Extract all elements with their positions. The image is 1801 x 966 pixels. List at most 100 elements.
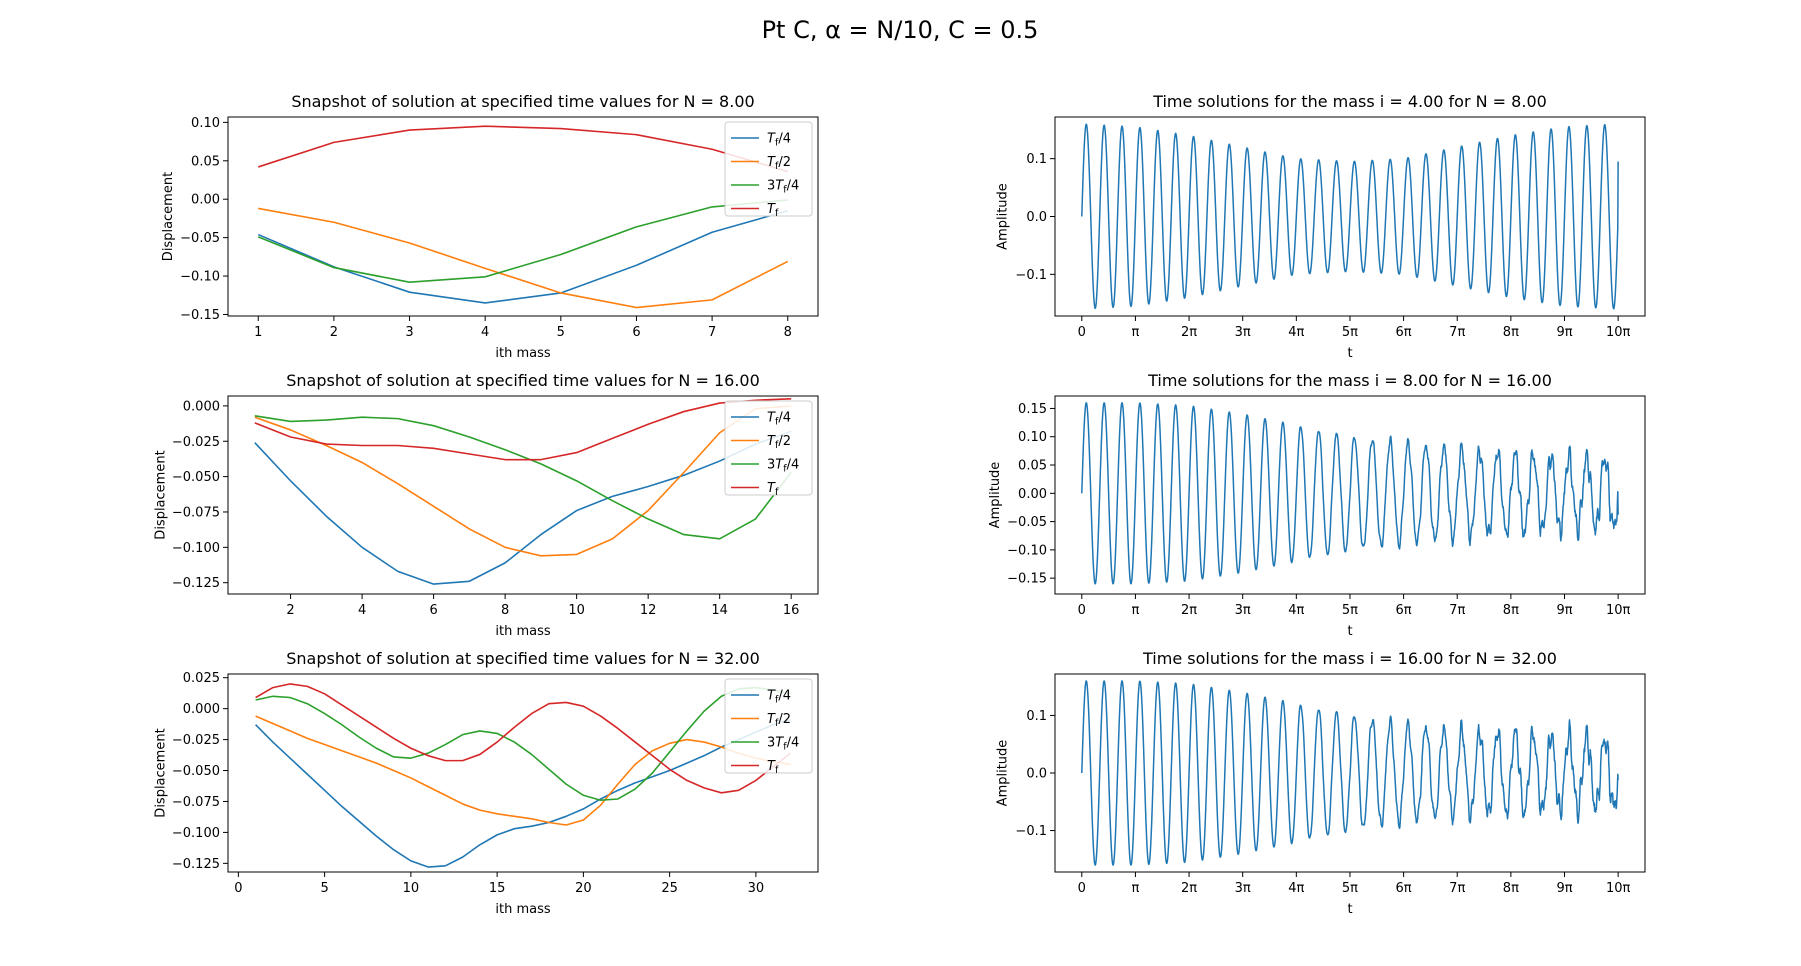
y-tick-label: 0.1 — [1026, 709, 1047, 724]
chart-2: Time solutions for the mass i = 4.00 for… — [996, 92, 1646, 361]
legend-entry-label: Tf — [767, 759, 779, 776]
chart-title: Time solutions for the mass i = 4.00 for… — [1152, 92, 1547, 111]
x-tick-label: 25 — [661, 881, 678, 896]
x-tick-label: 8π — [1503, 603, 1519, 618]
x-tick-label: 10 — [568, 603, 585, 618]
x-tick-label: 2π — [1181, 603, 1197, 618]
plot-frame — [1054, 395, 1646, 595]
legend-entry-label: Tf/2 — [767, 434, 791, 451]
y-tick-label: −0.05 — [1007, 515, 1047, 530]
chart-6: Time solutions for the mass i = 16.00 fo… — [996, 649, 1646, 917]
legend-box — [724, 400, 813, 496]
series-line-tf-4 — [257, 209, 788, 304]
chart-1: Snapshot of solution at specified time v… — [161, 92, 819, 361]
x-tick-label: 5 — [320, 881, 328, 896]
legend-entry-label: Tf/2 — [767, 712, 791, 729]
x-tick-label: 2π — [1181, 881, 1197, 896]
y-axis-label: Displacement — [153, 450, 168, 539]
x-tick-label: 7 — [708, 325, 716, 340]
x-axis-label: ith mass — [495, 346, 550, 361]
series-line-tf- — [255, 683, 791, 794]
chart-3: Snapshot of solution at specified time v… — [153, 371, 819, 639]
x-tick-label: 8 — [501, 603, 509, 618]
series-line-tf-2 — [254, 405, 792, 557]
y-axis-label: Amplitude — [988, 462, 1003, 529]
x-axis-label: ith mass — [495, 624, 550, 639]
legend-box — [724, 121, 813, 217]
y-tick-label: −0.05 — [180, 231, 220, 246]
y-tick-label: −0.050 — [172, 470, 220, 485]
series-line-tf-34 — [254, 415, 792, 540]
x-tick-label: π — [1132, 881, 1140, 896]
y-tick-label: 0.000 — [183, 702, 220, 717]
legend-entry-label: Tf — [767, 481, 779, 498]
x-tick-label: 0 — [1078, 881, 1086, 896]
legend: Tf/4 Tf/2 3Tf/4 Tf — [724, 678, 813, 776]
legend-entry-label: 3Tf/4 — [767, 736, 799, 753]
chart-title: Snapshot of solution at specified time v… — [291, 92, 754, 111]
x-tick-label: 0 — [1078, 603, 1086, 618]
y-tick-label: 0.05 — [191, 154, 220, 169]
y-axis-label: Displacement — [161, 172, 176, 261]
y-tick-label: −0.125 — [172, 576, 220, 591]
y-tick-label: −0.100 — [172, 826, 220, 841]
x-tick-label: 2π — [1181, 325, 1197, 340]
series-line-tf- — [258, 125, 788, 173]
legend-entry-label: 3Tf/4 — [767, 179, 799, 196]
chart-4: Time solutions for the mass i = 8.00 for… — [988, 371, 1646, 639]
x-tick-label: 2 — [286, 603, 294, 618]
chart-title: Snapshot of solution at specified time v… — [286, 371, 760, 390]
x-tick-label: 9π — [1556, 325, 1572, 340]
chart-title: Time solutions for the mass i = 16.00 fo… — [1142, 649, 1557, 668]
plot-frame — [227, 395, 819, 595]
x-tick-label: 4π — [1288, 881, 1304, 896]
legend: Tf/4 Tf/2 3Tf/4 Tf — [724, 121, 813, 219]
y-tick-label: 0.1 — [1026, 152, 1047, 167]
x-tick-label: π — [1132, 325, 1140, 340]
time-series-line — [1081, 402, 1619, 585]
y-tick-label: −0.10 — [1007, 543, 1047, 558]
legend-entry-label: Tf/4 — [767, 132, 791, 149]
time-series-line — [1081, 680, 1619, 866]
y-tick-label: 0.0 — [1026, 767, 1047, 782]
series-line-tf- — [254, 398, 792, 461]
y-tick-label: 0.00 — [191, 193, 220, 208]
x-tick-label: 10π — [1606, 603, 1631, 618]
x-tick-label: 4π — [1288, 325, 1304, 340]
x-tick-label: 7π — [1449, 603, 1465, 618]
y-tick-label: −0.1 — [1015, 268, 1047, 283]
legend-entry-label: Tf/2 — [767, 155, 791, 172]
x-tick-label: 5π — [1342, 881, 1358, 896]
chart-5: Snapshot of solution at specified time v… — [153, 649, 819, 917]
legend-entry-label: 3Tf/4 — [767, 458, 799, 475]
x-tick-label: 10π — [1606, 325, 1631, 340]
x-tick-label: 3 — [405, 325, 413, 340]
x-tick-label: 2 — [330, 325, 338, 340]
x-tick-label: 5 — [557, 325, 565, 340]
x-tick-label: 0 — [1078, 325, 1086, 340]
series-line-tf-34 — [255, 686, 791, 802]
plot-frame — [1054, 116, 1646, 317]
y-axis-label: Amplitude — [996, 740, 1011, 807]
chart-title: Time solutions for the mass i = 8.00 for… — [1147, 371, 1552, 390]
x-tick-label: 30 — [748, 881, 765, 896]
x-tick-label: 8π — [1503, 881, 1519, 896]
y-tick-label: −0.125 — [172, 857, 220, 872]
x-axis-label: t — [1347, 624, 1352, 639]
x-tick-label: 5π — [1342, 325, 1358, 340]
x-tick-label: 6π — [1396, 325, 1412, 340]
y-tick-label: 0.00 — [1018, 487, 1047, 502]
x-tick-label: π — [1132, 603, 1140, 618]
y-tick-label: −0.075 — [172, 505, 220, 520]
x-tick-label: 4 — [481, 325, 489, 340]
series-line-tf-4 — [254, 430, 792, 585]
y-tick-label: 0.025 — [183, 671, 220, 686]
time-series-line — [1081, 123, 1619, 310]
x-tick-label: 6π — [1396, 603, 1412, 618]
y-tick-label: 0.05 — [1018, 459, 1047, 474]
x-tick-label: 8 — [784, 325, 792, 340]
y-tick-label: −0.10 — [180, 270, 220, 285]
y-tick-label: 0.000 — [183, 399, 220, 414]
x-tick-label: 16 — [783, 603, 800, 618]
